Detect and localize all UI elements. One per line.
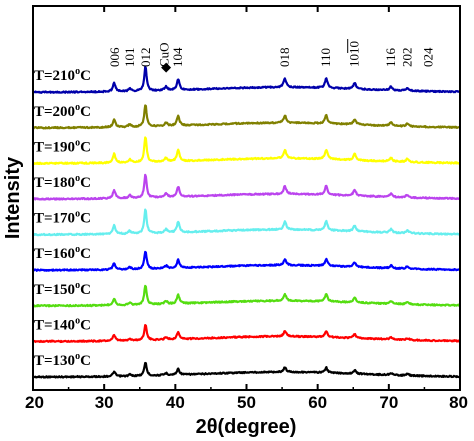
- peak-label: 202: [399, 48, 414, 68]
- peak-label: 104: [170, 47, 185, 67]
- series-label-layer: T=130oC T=140oC T=150oC T=160oC T=170oC T=180…: [34, 66, 91, 369]
- x-axis: 20 30 40 50 60 70 80: [25, 6, 468, 412]
- x-tick-label: 40: [166, 393, 185, 412]
- series-label: T=130oC: [34, 351, 91, 369]
- series-label: T=140oC: [34, 315, 91, 333]
- series-line: [32, 173, 461, 201]
- series-label: T=160oC: [34, 244, 91, 262]
- svg-text:116: 116: [383, 47, 398, 67]
- x-tick-label: 80: [449, 393, 468, 412]
- cuo-marker: ◆: [161, 59, 171, 74]
- svg-text:006: 006: [107, 47, 122, 67]
- svg-text:202: 202: [399, 48, 414, 68]
- series-label: T=170oC: [34, 209, 91, 227]
- svg-text:104: 104: [170, 47, 185, 67]
- svg-text:101: 101: [122, 48, 137, 68]
- peak-label: 024: [421, 47, 436, 67]
- y-axis-title: Intensity: [2, 156, 24, 239]
- series-line: [32, 136, 461, 165]
- peak-label: 110: [318, 48, 333, 67]
- x-tick-label: 70: [379, 393, 398, 412]
- series-line: [32, 65, 461, 94]
- svg-text:1010: 1010: [347, 41, 362, 67]
- series-line: [32, 284, 461, 308]
- series-line: [32, 250, 461, 272]
- x-tick-label: 20: [25, 393, 44, 412]
- x-tick-label: 60: [308, 393, 327, 412]
- x-axis-title: 2θ(degree): [196, 416, 297, 438]
- svg-text:012: 012: [138, 48, 153, 68]
- svg-text:CuO: CuO: [157, 42, 172, 67]
- peak-label: 116: [383, 47, 398, 67]
- series-line: [32, 361, 461, 379]
- peak-label: 018: [277, 48, 292, 68]
- series-line: [32, 208, 461, 237]
- x-tick-label: 30: [95, 393, 114, 412]
- peak-label: 006: [107, 47, 122, 67]
- peak-label: 101: [122, 48, 137, 68]
- svg-text:018: 018: [277, 48, 292, 68]
- series-label: T=200oC: [34, 102, 91, 120]
- series-label: T=150oC: [34, 280, 91, 298]
- peak-label: 012: [138, 48, 153, 68]
- peak-label: CuO: [157, 42, 172, 67]
- x-tick-label: 50: [237, 393, 256, 412]
- svg-text:024: 024: [421, 47, 436, 67]
- series-layer: [32, 65, 461, 379]
- series-line: [32, 104, 461, 130]
- series-label: T=210oC: [34, 66, 91, 84]
- peak-label: 1010: [347, 39, 362, 67]
- series-label: T=180oC: [34, 173, 91, 191]
- svg-text:110: 110: [318, 48, 333, 67]
- series-label: T=190oC: [34, 137, 91, 155]
- series-line: [32, 324, 461, 343]
